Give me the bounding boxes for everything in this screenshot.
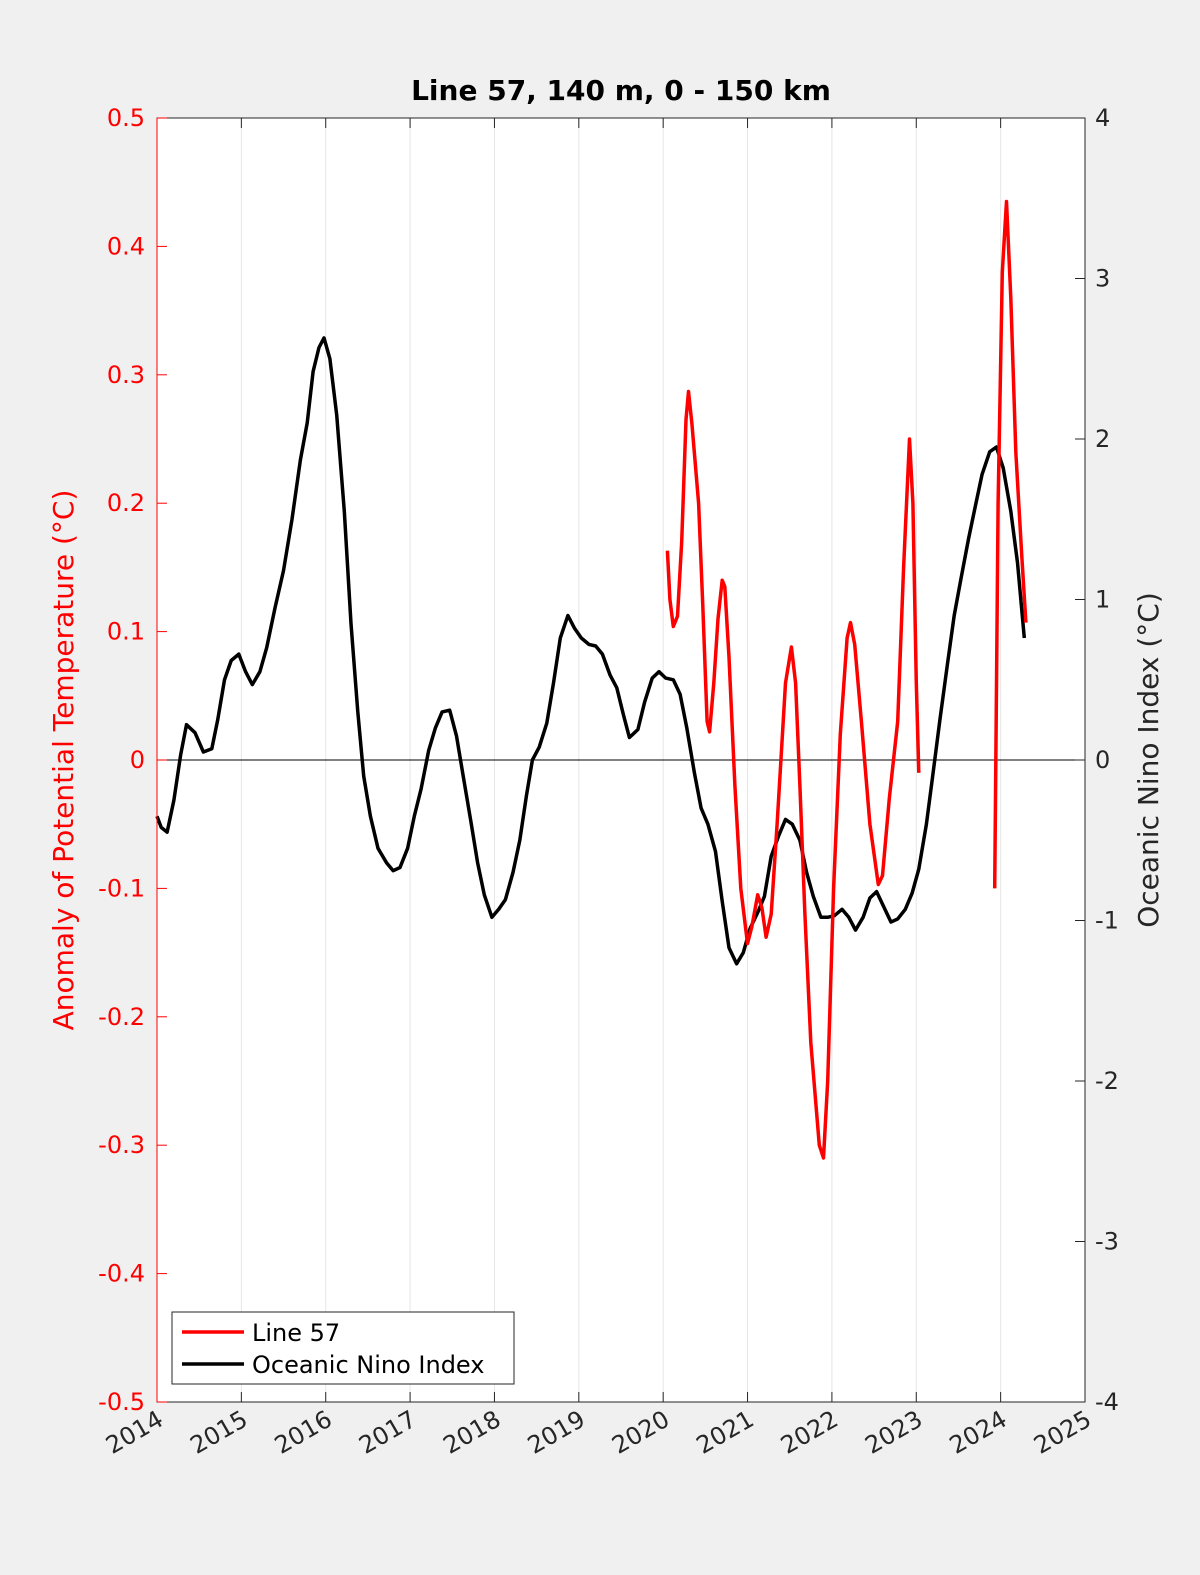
x-tick-label: 2017	[354, 1405, 421, 1460]
y-left-tick-label: 0.2	[107, 489, 145, 517]
series-line-oceanic-nino-index	[155, 336, 1027, 966]
x-tick-label: 2015	[185, 1405, 252, 1460]
x-tick-label: 2018	[439, 1405, 506, 1460]
y-axis-right-label: Oceanic Nino Index (°C)	[1132, 592, 1165, 928]
tick-labels: 2 0 1 4 2015 2016 2017 2018 2019 2020 2021 2022 2023…	[98, 104, 1119, 1460]
x-tick-label: 2020	[607, 1405, 674, 1460]
y-right-tick-label: 1	[1095, 586, 1110, 614]
x-tick-label: 2019	[523, 1405, 590, 1460]
y-left-tick-label: 0.3	[107, 361, 145, 389]
series-line-line57	[992, 199, 1028, 889]
x-tick-label: 2016	[270, 1405, 337, 1460]
series-line-line57	[665, 389, 921, 1160]
legend-label-oni: Oceanic Nino Index	[252, 1351, 484, 1379]
y-left-tick-label: -0.2	[98, 1003, 145, 1031]
y-right-tick-label: -1	[1095, 907, 1119, 935]
y-right-tick-label: 3	[1095, 265, 1110, 293]
legend-box	[171, 1311, 515, 1385]
x-tick-label: 2024	[945, 1405, 1012, 1460]
y-right-tick-label: 4	[1095, 104, 1110, 132]
y-axis-left-label: Anomaly of Potential Temperature (°C)	[47, 490, 80, 1031]
series-layer	[155, 199, 1028, 1160]
y-right-tick-label: -2	[1095, 1067, 1119, 1095]
ticks	[156, 117, 1086, 1403]
x-tick-label: 2025	[1029, 1405, 1096, 1460]
y-left-tick-label: 0	[130, 746, 145, 774]
y-left-tick-label: -0.3	[98, 1131, 145, 1159]
y-right-tick-label: 0	[1095, 746, 1110, 774]
x-tick-label: 2023	[860, 1405, 927, 1460]
y-right-tick-label: -3	[1095, 1228, 1119, 1256]
y-left-tick-label: -0.5	[98, 1388, 145, 1416]
y-left-tick-label: 0.1	[107, 618, 145, 646]
legend: Line 57 Oceanic Nino Index	[171, 1311, 515, 1385]
x-tick-label: 2021	[692, 1405, 759, 1460]
legend-label-line57: Line 57	[252, 1319, 340, 1347]
y-left-tick-label: 0.5	[107, 104, 145, 132]
x-tick-label: 2022	[776, 1405, 843, 1460]
y-left-tick-label: -0.4	[98, 1260, 145, 1288]
y-left-tick-label: 0.4	[107, 232, 145, 260]
y-right-tick-label: 2	[1095, 425, 1110, 453]
chart-title: Line 57, 140 m, 0 - 150 km	[411, 74, 831, 107]
y-right-tick-label: -4	[1095, 1388, 1119, 1416]
y-left-tick-label: -0.1	[98, 874, 145, 902]
